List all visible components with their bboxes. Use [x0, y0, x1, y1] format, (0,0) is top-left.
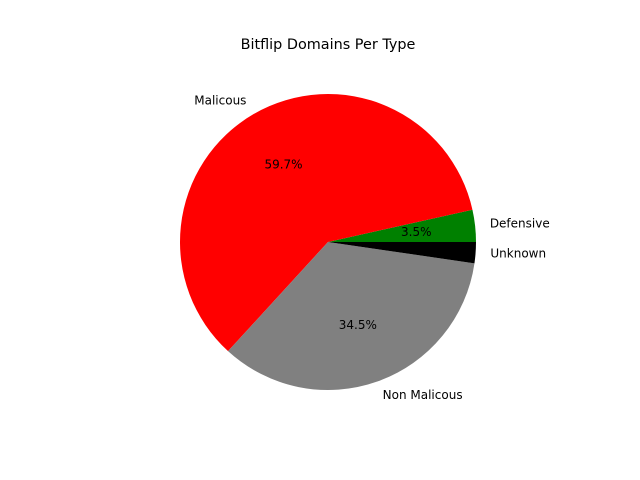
slice-non-malicous — [228, 242, 475, 390]
label-unknown: Unknown — [490, 246, 546, 260]
label-defensive: Defensive — [490, 217, 550, 231]
slice-defensive — [328, 209, 476, 242]
pct-defensive: 3.5% — [401, 225, 432, 239]
label-malicous: Malicous — [194, 94, 246, 108]
slice-malicous — [179, 93, 473, 352]
label-non-malicous: Non Malicous — [383, 388, 463, 402]
pie-labels: Defensive 3.5% Malicous 59.7% Non Malicous 34… — [194, 94, 549, 402]
pie-slices — [179, 93, 476, 390]
slice-unknown — [328, 242, 476, 264]
chart-title: Bitflip Domains Per Type — [241, 37, 416, 53]
pct-malicous: 59.7% — [264, 158, 302, 172]
pct-non-malicous: 34.5% — [339, 318, 377, 332]
